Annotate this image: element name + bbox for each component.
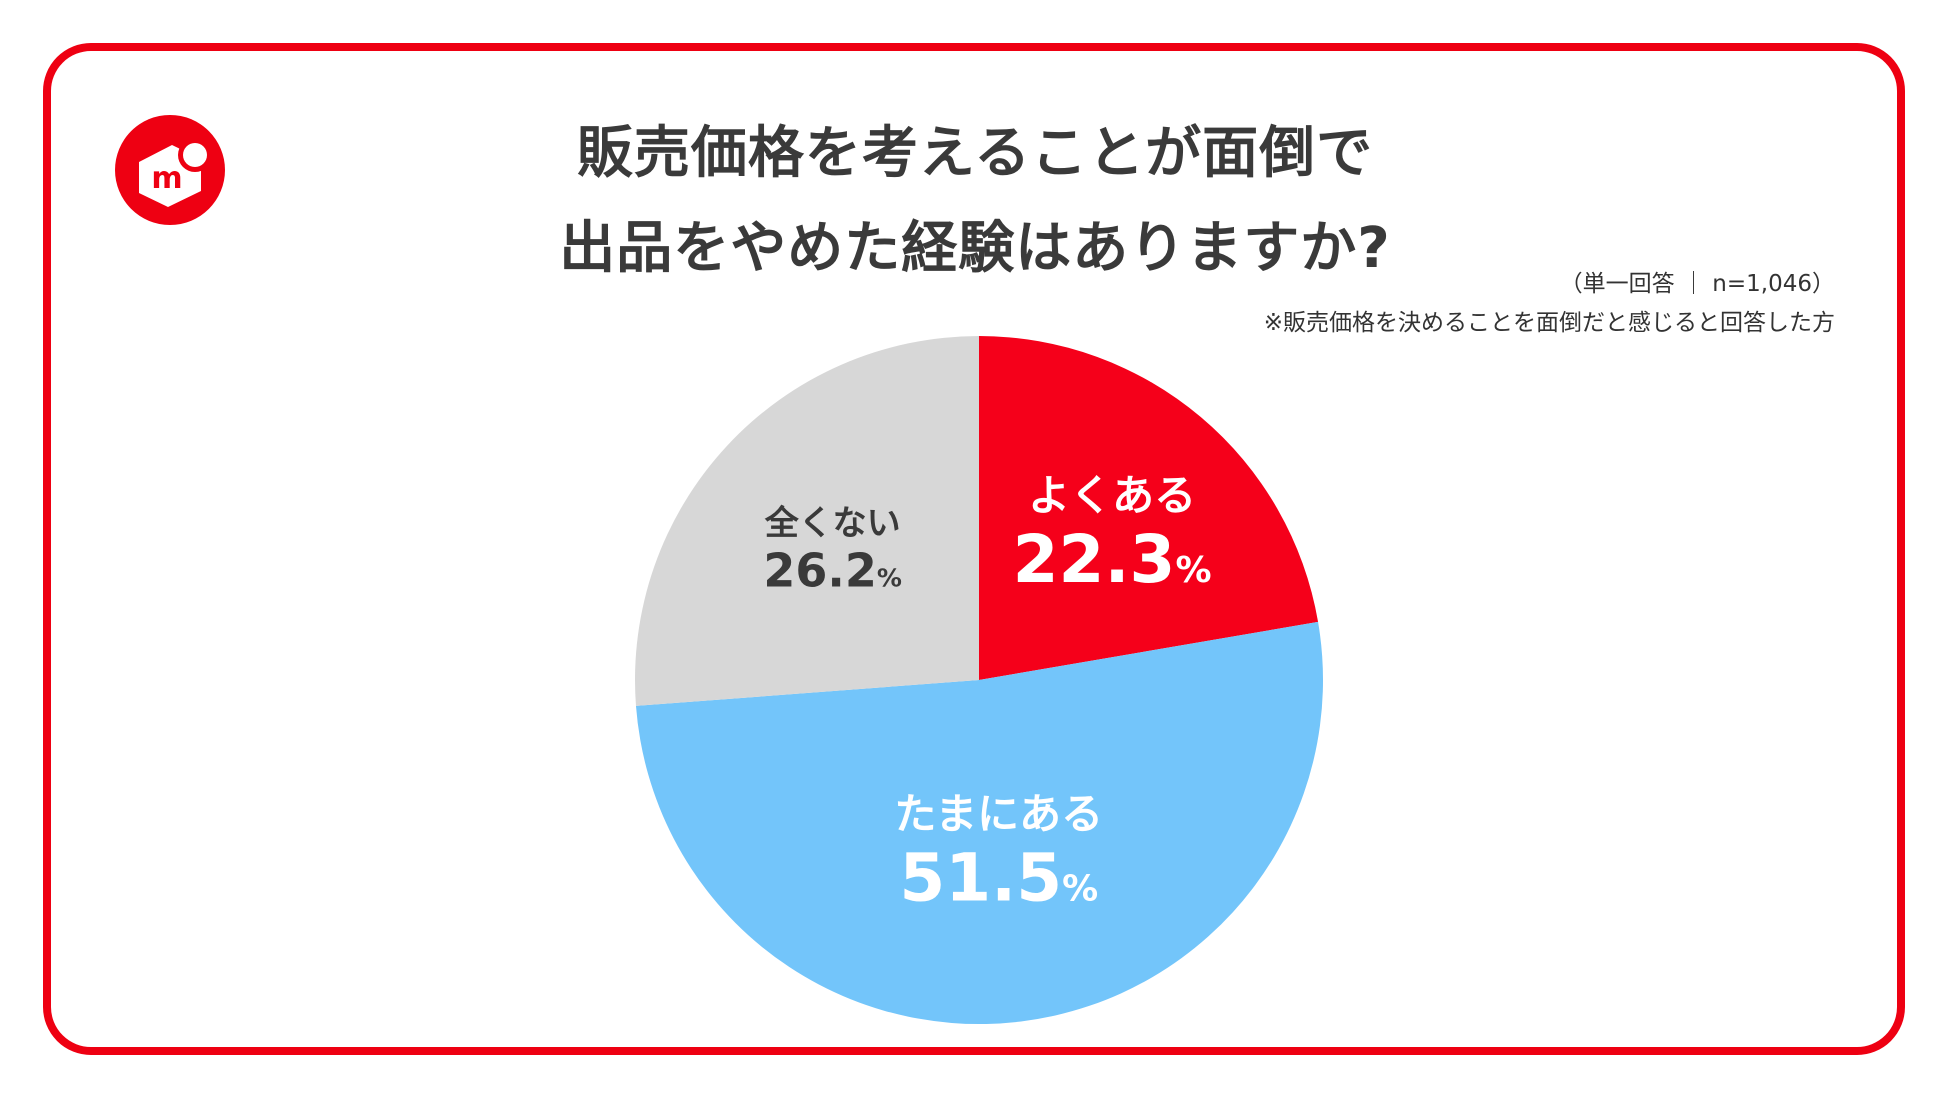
respondent-footnote: ※販売価格を決めることを面倒だと感じると回答した方 [1263,310,1835,336]
svg-text:m: m [151,161,182,196]
slice-value: 26.2% [763,543,902,597]
chart-title-line1: 販売価格を考えることが面倒で [576,121,1374,186]
chart-title-line2: 出品をやめた経験はありますか? [559,216,1391,281]
slice-label: たまにある [894,790,1103,839]
percent-unit: % [1175,550,1211,591]
slice-value: 22.3% [1013,521,1212,598]
slice-label: よくある [1028,471,1196,520]
percent-unit: % [877,563,902,592]
pie-slice [635,336,979,706]
slice-value: 51.5% [899,840,1098,917]
mercari-logo-icon: m [115,115,225,225]
pie-slice [635,621,1324,1025]
sample-size-note: （単一回答 ｜ n=1,046） [1559,271,1835,297]
slice-label: 全くない [764,503,901,543]
percent-unit: % [1062,869,1098,910]
pie-slice [979,336,1319,680]
